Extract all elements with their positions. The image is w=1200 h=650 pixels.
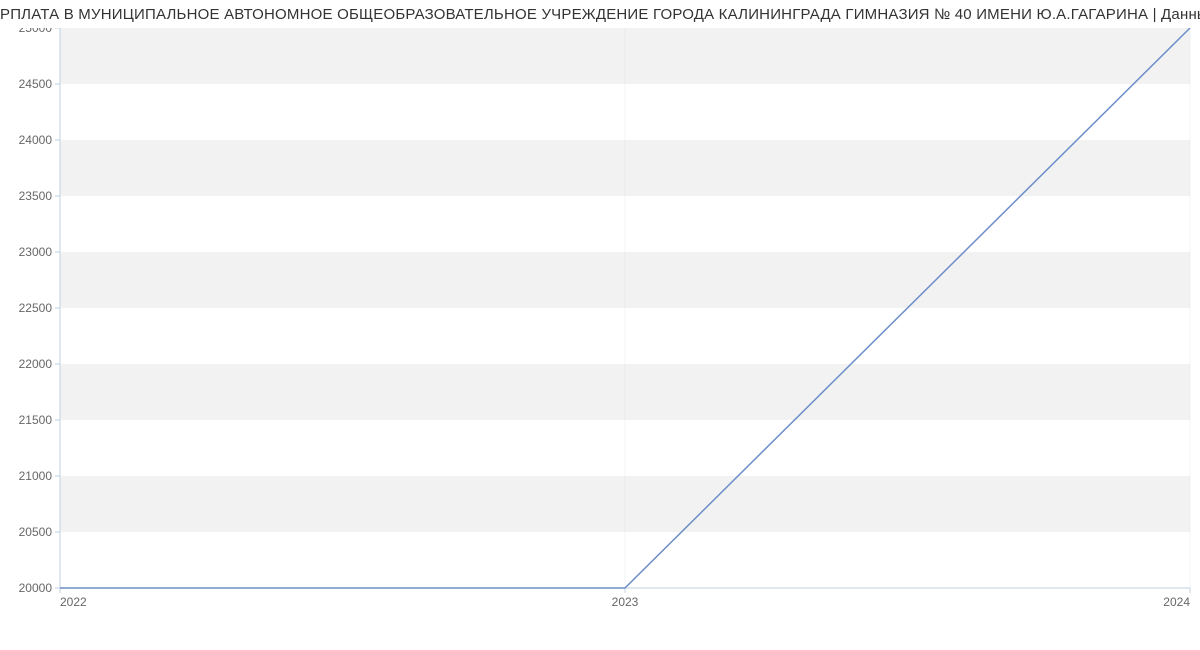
y-tick-label: 23000: [19, 245, 53, 259]
y-tick-label: 22000: [19, 357, 53, 371]
y-tick-label: 20500: [19, 525, 53, 539]
y-tick-label: 22500: [19, 301, 53, 315]
x-tick-label: 2023: [612, 595, 639, 609]
line-chart: 20000 20500 21000 21500 22000 22500 23000 23500…: [0, 28, 1200, 628]
y-tick-label: 25000: [19, 28, 53, 35]
y-tick-label: 21000: [19, 469, 53, 483]
y-tick-label: 20000: [19, 581, 53, 595]
y-tick-label: 24500: [19, 77, 53, 91]
y-tick-label: 24000: [19, 133, 53, 147]
x-tick-label: 2024: [1163, 595, 1190, 609]
chart-title: РПЛАТА В МУНИЦИПАЛЬНОЕ АВТОНОМНОЕ ОБЩЕОБ…: [0, 6, 1200, 23]
x-tick-label: 2022: [60, 595, 87, 609]
y-tick-label: 21500: [19, 413, 53, 427]
y-tick-label: 23500: [19, 189, 53, 203]
chart-svg: 20000 20500 21000 21500 22000 22500 23000 23500…: [0, 28, 1200, 618]
